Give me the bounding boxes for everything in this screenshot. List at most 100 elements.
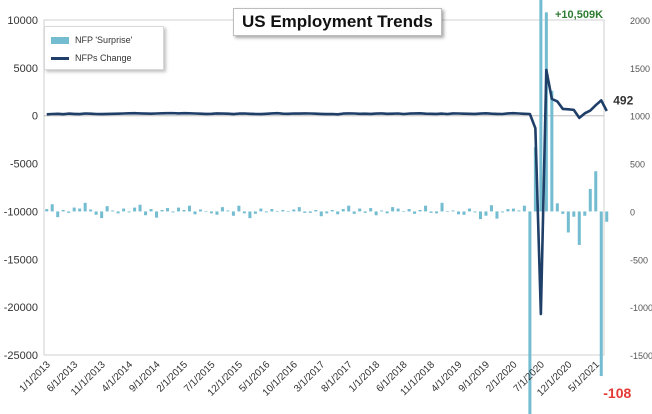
line-nfps-change: [46, 68, 608, 316]
bar-nfp-surprise: [566, 211, 570, 233]
right-axis-tick: 1500: [630, 64, 650, 74]
bar-nfp-surprise: [539, 0, 543, 212]
bar-nfp-surprise: [533, 147, 537, 212]
bar-nfp-surprise: [605, 211, 609, 222]
bar-nfp-surprise: [363, 211, 367, 213]
bar-nfp-surprise: [138, 204, 142, 212]
bar-nfp-surprise: [396, 208, 400, 212]
bar-nfp-surprise: [122, 208, 126, 212]
bar-nfp-surprise: [292, 209, 296, 212]
bar-nfp-surprise: [253, 211, 257, 214]
left-axis-tick: -15000: [4, 254, 38, 266]
bar-nfp-surprise: [446, 211, 450, 213]
bar-nfp-surprise: [297, 207, 301, 212]
plot-area: [43, 19, 605, 356]
bar-nfp-surprise: [457, 211, 461, 215]
x-axis-tick: 5/1/2021: [567, 359, 603, 395]
bar-nfp-surprise: [402, 211, 406, 213]
right-axis-tick: 1000: [630, 112, 650, 122]
bar-nfp-surprise: [583, 211, 587, 216]
bar-nfp-surprise: [270, 209, 274, 212]
bar-nfp-surprise: [50, 204, 54, 212]
bar-nfp-surprise: [264, 211, 268, 213]
bar-nfp-surprise: [462, 211, 466, 215]
bar-nfp-surprise: [517, 210, 521, 212]
bar-nfp-surprise: [231, 211, 235, 216]
bar-nfp-surprise: [242, 211, 246, 214]
bar-nfp-surprise: [413, 211, 417, 214]
bar-nfp-surprise: [380, 210, 384, 212]
bar-nfp-surprise: [100, 211, 104, 219]
bar-nfp-surprise: [56, 211, 60, 218]
legend-label-nfps-change: NFPs Change: [75, 53, 132, 63]
bar-nfp-surprise: [572, 211, 576, 217]
bar-nfp-surprise: [588, 188, 592, 212]
bar-nfp-surprise: [407, 209, 411, 212]
right-axis-tick: -500: [630, 255, 648, 265]
bar-nfp-surprise: [286, 211, 290, 213]
bar-nfp-surprise: [166, 208, 170, 212]
bar-nfp-surprise: [347, 205, 351, 212]
left-axis-tick: -25000: [4, 350, 38, 362]
legend-swatch-line: [51, 56, 69, 60]
bar-last-annotation: -108: [603, 385, 631, 401]
bar-nfp-surprise: [220, 207, 224, 212]
bar-nfp-surprise: [149, 209, 153, 212]
bar-nfp-surprise: [303, 211, 307, 213]
bar-nfp-surprise: [78, 208, 82, 212]
bar-nfp-surprise: [275, 210, 279, 212]
bar-nfp-surprise: [528, 211, 532, 414]
bar-nfp-surprise: [336, 211, 340, 215]
bar-nfp-surprise: [330, 209, 334, 212]
bar-nfp-surprise: [133, 207, 137, 212]
bar-nfp-surprise: [187, 205, 191, 212]
bar-nfp-surprise: [369, 208, 373, 212]
bar-nfp-surprise: [204, 211, 208, 213]
bar-nfp-surprise: [599, 211, 603, 377]
bar-nfp-surprise: [209, 211, 213, 214]
left-axis-tick: -5000: [10, 159, 38, 171]
bar-nfp-surprise: [495, 211, 499, 219]
legend-item-nfp-surprise: NFP 'Surprise': [51, 35, 132, 45]
legend-swatch-bar: [51, 36, 69, 44]
bar-nfp-surprise: [391, 207, 395, 212]
bar-nfp-surprise: [281, 209, 285, 212]
bar-nfp-surprise: [500, 211, 504, 213]
bar-nfp-surprise: [215, 211, 219, 215]
line-last-annotation: 492: [613, 93, 633, 107]
bar-nfp-surprise: [555, 203, 559, 212]
bar-nfp-surprise: [94, 211, 98, 215]
bar-nfp-surprise: [45, 209, 49, 212]
bar-nfp-surprise: [116, 211, 120, 214]
right-axis-tick: -1000: [630, 303, 652, 313]
right-axis-tick: 500: [630, 160, 645, 170]
bar-nfp-surprise: [594, 171, 598, 212]
left-axis-tick: -10000: [4, 206, 38, 218]
bar-nfp-surprise: [83, 202, 87, 212]
bar-nfp-surprise: [550, 90, 554, 212]
bar-nfp-surprise: [226, 210, 230, 212]
left-axis-tick: 10000: [7, 15, 38, 27]
bar-nfp-surprise: [193, 211, 197, 215]
bar-nfp-surprise: [237, 205, 241, 212]
right-axis-tick: 0: [630, 207, 635, 217]
bar-nfp-surprise: [325, 211, 329, 214]
bar-nfp-surprise: [424, 205, 428, 212]
bar-nfp-surprise: [473, 211, 477, 213]
bar-nfp-surprise: [478, 211, 482, 220]
bar-nfp-surprise: [61, 209, 65, 212]
bar-nfp-surprise: [177, 207, 181, 212]
bar-nfp-surprise: [67, 211, 71, 213]
peak-annotation: +10,509K: [555, 9, 603, 21]
bar-nfp-surprise: [259, 208, 263, 212]
left-axis-tick: -20000: [4, 302, 38, 314]
bar-nfp-surprise: [506, 209, 510, 212]
bar-nfp-surprise: [144, 211, 148, 216]
bar-nfp-surprise: [352, 211, 356, 214]
bar-nfp-surprise: [89, 209, 93, 212]
legend-item-nfps-change: NFPs Change: [51, 53, 132, 63]
bar-nfp-surprise: [374, 211, 378, 216]
bar-nfp-surprise: [484, 211, 488, 216]
bar-nfp-surprise: [248, 211, 252, 219]
bar-nfp-surprise: [127, 211, 131, 213]
